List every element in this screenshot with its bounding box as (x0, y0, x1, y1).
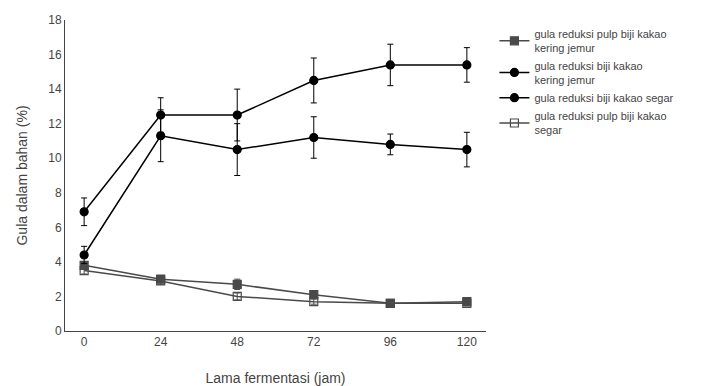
svg-text:10: 10 (48, 151, 62, 165)
svg-text:gula reduksi pulp biji kakaose: gula reduksi pulp biji kakaosegar (534, 110, 666, 136)
svg-text:gula reduksi biji kakao segar: gula reduksi biji kakao segar (534, 92, 673, 104)
svg-text:12: 12 (48, 117, 62, 131)
svg-text:120: 120 (457, 335, 477, 349)
svg-text:96: 96 (384, 335, 398, 349)
svg-text:24: 24 (154, 335, 168, 349)
svg-text:72: 72 (307, 335, 321, 349)
svg-text:8: 8 (55, 186, 62, 200)
svg-text:6: 6 (55, 221, 62, 235)
svg-text:18: 18 (48, 13, 62, 27)
svg-text:gula reduksi pulp biji kakaoke: gula reduksi pulp biji kakaokering jemur (534, 28, 666, 54)
svg-text:14: 14 (48, 82, 62, 96)
svg-text:Gula dalam bahan (%): Gula dalam bahan (%) (14, 105, 30, 245)
svg-text:gula reduksi biji kakaokering: gula reduksi biji kakaokering jemur (534, 60, 642, 86)
svg-text:0: 0 (81, 335, 88, 349)
svg-text:16: 16 (48, 48, 62, 62)
svg-text:48: 48 (231, 335, 245, 349)
svg-text:2: 2 (55, 290, 62, 304)
svg-text:Lama fermentasi (jam): Lama fermentasi (jam) (205, 370, 345, 386)
svg-text:4: 4 (55, 255, 62, 269)
svg-text:0: 0 (55, 324, 62, 338)
